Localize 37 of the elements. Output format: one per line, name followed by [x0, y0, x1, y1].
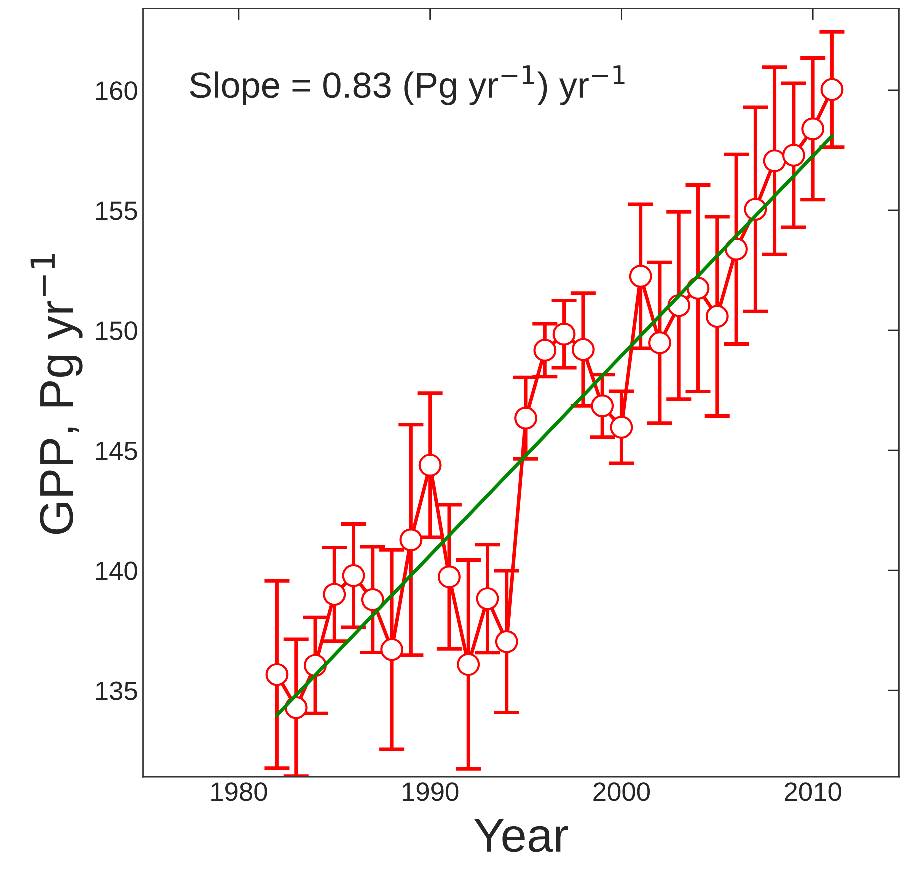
- y-tick-label: 145: [96, 442, 138, 460]
- point: [610, 416, 634, 439]
- x-axis-title: Year: [474, 819, 568, 852]
- point: [782, 144, 806, 167]
- point: [648, 332, 672, 354]
- y-tick-label: 140: [96, 562, 138, 580]
- point: [438, 566, 461, 589]
- point: [534, 338, 557, 362]
- point: [476, 587, 500, 610]
- point: [266, 663, 289, 686]
- point: [763, 150, 786, 172]
- point: [629, 265, 652, 288]
- x-tick-label: 2000: [594, 782, 650, 802]
- point: [495, 630, 518, 654]
- point: [706, 305, 729, 328]
- point: [457, 653, 480, 676]
- x-tick-label: 1980: [212, 782, 268, 802]
- point: [361, 588, 384, 612]
- point: [323, 583, 346, 606]
- point: [591, 394, 614, 418]
- point: [514, 406, 538, 430]
- x-tick-label: 2010: [785, 782, 842, 802]
- x-tick-label: 1990: [402, 782, 459, 802]
- point: [380, 638, 404, 662]
- y-tick-label: 160: [96, 82, 138, 100]
- y-tick-label: 135: [96, 682, 138, 700]
- y-tick-label: 150: [96, 322, 138, 340]
- point: [820, 78, 844, 102]
- point: [400, 528, 423, 552]
- point: [418, 454, 442, 477]
- point: [802, 118, 825, 141]
- point: [572, 338, 595, 362]
- point: [552, 322, 576, 346]
- point: [342, 564, 366, 588]
- annotation: Slope = 0.83 (Pg yr$^{−1}$) yr$^{−1}$: [190, 66, 625, 106]
- y-tick-label: 155: [96, 202, 138, 220]
- y-axis-title: GPP, Pg yr$^{−1}$: [30, 254, 83, 534]
